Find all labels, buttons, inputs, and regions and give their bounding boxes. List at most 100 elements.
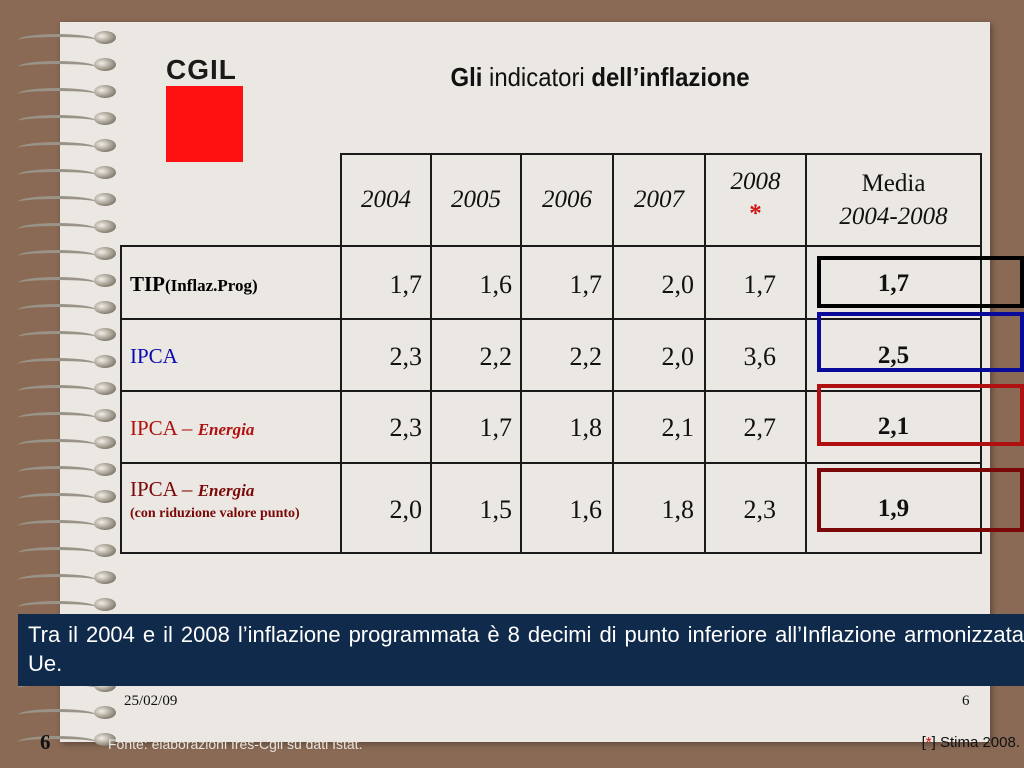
binding-ring: [18, 732, 116, 748]
slide-title: Gli indicatori dell’inflazione: [398, 62, 803, 93]
table-cell: 1,8: [569, 413, 603, 442]
binding-ring: [18, 192, 116, 208]
table-col-border-1: [340, 153, 342, 554]
binding-ring: [18, 489, 116, 505]
binding-ring: [18, 165, 116, 181]
binding-ring: [18, 462, 116, 478]
row-label-ipca-energia-ridotta-sub: Energia: [197, 481, 255, 500]
table-cell: 1,5: [479, 495, 513, 524]
table-col-border-6: [805, 153, 807, 554]
table-col-border-0: [120, 245, 122, 554]
table-cell: 1,7: [479, 413, 513, 442]
table-cell: 1,7: [389, 270, 423, 299]
table-cell: 2,2: [479, 342, 513, 371]
table-cell: 2,3: [389, 342, 423, 371]
row-label-ipca-energia-sub: Energia: [197, 420, 255, 439]
table-col-border-5: [704, 153, 706, 554]
binding-ring: [18, 300, 116, 316]
row-label-ipca-energia: IPCA – Energia: [130, 416, 254, 441]
table-cell: 1,6: [479, 270, 513, 299]
table-header-border: [120, 245, 982, 247]
row-label-note: (con riduzione valore punto): [130, 506, 300, 521]
table-top-border: [340, 153, 982, 155]
table-cell: 2,0: [661, 270, 695, 299]
table-cell: 2,3: [743, 495, 777, 524]
binding-ring: [18, 354, 116, 370]
binding-ring: [18, 84, 116, 100]
estimate-bracket-open: [: [921, 734, 926, 751]
header-2006: 2006: [542, 186, 592, 213]
binding-ring: [18, 327, 116, 343]
media-highlight-box: [817, 256, 1024, 308]
binding-ring: [18, 111, 116, 127]
binding-ring: [18, 705, 116, 721]
header-2005: 2005: [451, 186, 501, 213]
binding-ring: [18, 597, 116, 613]
table-col-border-3: [520, 153, 522, 554]
note-box: Tra il 2004 e il 2008 l’inflazione progr…: [18, 614, 1024, 686]
row-label-tip: TIP(Inflaz.Prog): [130, 272, 258, 297]
estimate-note: [*] Stima 2008.: [922, 734, 1020, 751]
row-label-ipca: IPCA: [130, 344, 178, 368]
media-value: 1,9: [877, 495, 910, 522]
table-cell: 1,6: [569, 495, 603, 524]
header-media-range: 2004-2008: [839, 203, 948, 230]
media-value: 1,7: [877, 270, 910, 297]
row-label-ipca-energia-ridotta: IPCA – Energia (con riduzione valore pun…: [130, 477, 330, 523]
estimate-star: *: [925, 734, 932, 751]
binding-ring: [18, 435, 116, 451]
table-cell: 2,3: [389, 413, 423, 442]
header-2008: 2008: [730, 168, 781, 195]
table-row-divider-2: [120, 390, 982, 392]
binding-ring: [18, 30, 116, 46]
slide-number: 6: [40, 730, 51, 754]
table-row-divider-3: [120, 462, 982, 464]
header-media: Media: [861, 170, 926, 197]
title-indicatori: indicatori: [482, 62, 592, 92]
header-2004: 2004: [361, 186, 411, 213]
binding-ring: [18, 570, 116, 586]
media-highlight-box: [817, 468, 1024, 532]
binding-ring: [18, 246, 116, 262]
row-label-tip-main: TIP: [130, 272, 166, 296]
footer-date: 25/02/09: [124, 693, 178, 709]
binding-ring: [18, 408, 116, 424]
table-cell: 2,0: [389, 495, 423, 524]
table-cell: 2,0: [661, 342, 695, 371]
table-cell: 2,1: [661, 413, 695, 442]
media-highlight-box: [817, 384, 1024, 446]
binding-ring: [18, 381, 116, 397]
media-highlight-box: [817, 312, 1024, 372]
notebook-binding: [0, 0, 130, 768]
binding-ring: [18, 543, 116, 559]
header-2008-estimate-mark: *: [749, 200, 762, 227]
title-inflazione: dell’inflazione: [591, 62, 750, 92]
table-cell: 1,7: [743, 270, 777, 299]
media-value: 2,5: [877, 342, 910, 369]
table-col-border-2: [430, 153, 432, 554]
footer-page-number: 6: [962, 693, 970, 709]
table-cell: 2,2: [569, 342, 603, 371]
binding-ring: [18, 219, 116, 235]
table-row-divider-1: [120, 318, 982, 320]
source-note: Fonte: elaborazioni Ires-Cgil su dati Is…: [108, 736, 363, 752]
binding-ring: [18, 516, 116, 532]
estimate-label: ] Stima 2008.: [931, 734, 1020, 751]
table-bottom-border: [120, 552, 982, 554]
note-text: Tra il 2004 e il 2008 l’inflazione progr…: [28, 622, 1024, 676]
table-cell: 3,6: [743, 342, 777, 371]
title-gli: Gli: [450, 62, 483, 92]
cgil-logo: CGIL: [166, 52, 243, 162]
logo-red-block: [166, 86, 243, 162]
table-col-border-4: [612, 153, 614, 554]
row-label-ipca-energia-ridotta-main: IPCA –: [130, 477, 198, 501]
row-label-tip-sub: (Inflaz.Prog): [165, 276, 258, 295]
table-col-border-7: [980, 153, 982, 554]
media-value: 2,1: [877, 413, 910, 440]
binding-ring: [18, 138, 116, 154]
table-cell: 1,8: [661, 495, 695, 524]
row-label-ipca-energia-main: IPCA –: [130, 416, 198, 440]
header-2007: 2007: [634, 186, 684, 213]
binding-ring: [18, 273, 116, 289]
table-cell: 1,7: [569, 270, 603, 299]
